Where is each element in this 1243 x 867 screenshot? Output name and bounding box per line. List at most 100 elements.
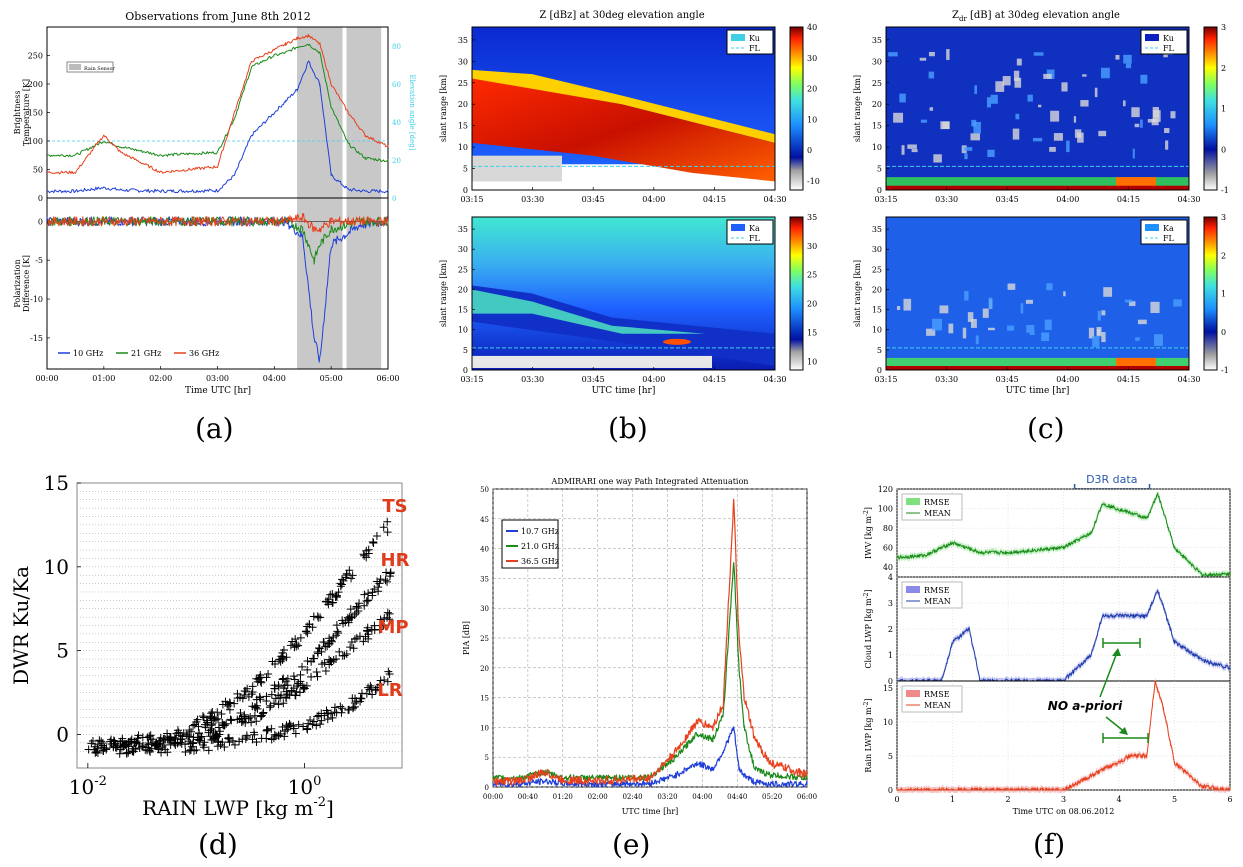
panel-a-xlabel: Time UTC [hr] bbox=[185, 386, 251, 396]
xlabel-sup: -2 bbox=[313, 795, 326, 810]
x-tick-label: 03:45 bbox=[996, 195, 1019, 204]
x-tick-label: 03:00 bbox=[206, 374, 229, 383]
zdr-cell bbox=[897, 306, 900, 310]
y-tick-label: 25 bbox=[458, 265, 468, 274]
y-tick-label: 0 bbox=[485, 784, 489, 792]
ylabel-line: Difference [K] bbox=[22, 255, 31, 312]
zdr-cell bbox=[912, 149, 918, 152]
d3r-label: D3R data bbox=[1086, 473, 1137, 486]
colorbar-label: 2 bbox=[1221, 251, 1226, 260]
ylabel-end: ] bbox=[864, 698, 873, 701]
zdr-cell bbox=[1173, 299, 1182, 306]
legend-swatch bbox=[1145, 34, 1159, 41]
y-tick-label: 25 bbox=[480, 635, 489, 643]
panel-f-ylabel: Rain LWP [kg m-2] bbox=[863, 698, 873, 772]
zdr-cell bbox=[1150, 302, 1159, 313]
y-tick-label: 10 bbox=[872, 143, 882, 152]
y-tick-label: 15 bbox=[458, 122, 468, 131]
zdr-cell bbox=[1101, 332, 1105, 342]
colorbar-label: 1 bbox=[1221, 290, 1226, 299]
panel-d-ylabel: DWR Ku/Ka bbox=[9, 566, 33, 685]
legend-rmse-label: RMSE bbox=[924, 586, 950, 595]
y-tick-label: -5 bbox=[35, 256, 43, 265]
y-tick-label: 20 bbox=[872, 285, 882, 294]
colorbar-label: 0 bbox=[1221, 145, 1226, 154]
y-tick-label: -15 bbox=[30, 334, 43, 343]
y-tick-label: 0 bbox=[888, 786, 893, 795]
x-tick-label: 00:00 bbox=[483, 793, 503, 801]
colorbar-label: 2 bbox=[1221, 64, 1226, 73]
zdr-cell bbox=[1054, 133, 1063, 141]
y-tick-label: 35 bbox=[872, 225, 882, 234]
legend-swatch bbox=[1145, 224, 1159, 231]
colorbar-label: 20 bbox=[807, 300, 817, 309]
x-tick-label: 04:40 bbox=[727, 793, 747, 801]
zdr-cell bbox=[1061, 82, 1067, 91]
x-tick-label: 03:45 bbox=[996, 375, 1019, 384]
x-tick-label: 06:00 bbox=[376, 374, 399, 383]
zdr-cell bbox=[920, 58, 926, 61]
zdr-cell bbox=[1026, 300, 1033, 304]
zdr-cell bbox=[1021, 303, 1024, 313]
colorbar bbox=[1204, 27, 1217, 190]
zdr-cell bbox=[930, 107, 934, 110]
zdr-cell bbox=[1101, 68, 1110, 79]
legend-label: 21 GHz bbox=[131, 349, 161, 358]
legend-label: 36.5 GHz bbox=[521, 557, 559, 566]
zdr-cell bbox=[963, 328, 966, 339]
radar-ylabel: slant range [km] bbox=[439, 75, 448, 142]
zdr-cell bbox=[942, 122, 949, 129]
x-tick-label: 04:00 bbox=[1056, 375, 1079, 384]
zdr-cell bbox=[1154, 334, 1163, 346]
zdr-cell bbox=[1063, 291, 1065, 296]
legend-mean-label: MEAN bbox=[924, 597, 951, 606]
zdr-cell bbox=[1043, 74, 1051, 79]
zdr-cell bbox=[1046, 283, 1052, 290]
zdr-cell bbox=[1140, 120, 1143, 128]
y-tick-label: 25 bbox=[458, 79, 468, 88]
y-tick-label: 30 bbox=[458, 57, 468, 66]
y-tick-label: 5 bbox=[877, 165, 882, 174]
legend-rmse-swatch bbox=[906, 586, 920, 593]
x-tick-label: 05:20 bbox=[762, 793, 782, 801]
right-y-tick-label: 40 bbox=[392, 119, 401, 127]
legend-label: FL bbox=[749, 44, 761, 53]
y-tick-label: 10 bbox=[44, 555, 69, 579]
colorbar-label: 25 bbox=[807, 271, 817, 280]
x-tick-label: 10-2 bbox=[69, 774, 107, 799]
caption-b: (b) bbox=[608, 412, 648, 445]
zdr-cell bbox=[1026, 325, 1034, 333]
y-tick-label: 10 bbox=[458, 143, 468, 152]
x-tick-label: 01:20 bbox=[553, 793, 573, 801]
zdr-cell bbox=[1038, 105, 1041, 108]
zdr-cell bbox=[921, 120, 927, 123]
legend-swatch bbox=[731, 224, 745, 231]
caption-e: (e) bbox=[612, 828, 650, 861]
no-apriori-label: NO a-priori bbox=[1048, 699, 1123, 713]
x-tick-label: 04:30 bbox=[1177, 195, 1200, 204]
right-y-tick-label: 0 bbox=[392, 195, 396, 203]
colorbar-label: 3 bbox=[1221, 213, 1226, 222]
colorbar bbox=[1204, 217, 1217, 370]
legend-mean-label: MEAN bbox=[924, 701, 951, 710]
legend-label: FL bbox=[1163, 234, 1175, 243]
legend-swatch bbox=[731, 34, 745, 41]
zdr-cell bbox=[1014, 71, 1019, 81]
panel-c: Zdr [dB] at 30deg elevation angle0510152… bbox=[853, 10, 1229, 396]
caption-c: (c) bbox=[1027, 412, 1065, 445]
zdr-cell bbox=[964, 147, 972, 151]
curve-label-LR: LR bbox=[377, 680, 402, 701]
zdr-cell bbox=[989, 298, 993, 309]
legend-label: Ku bbox=[749, 34, 760, 43]
y-tick-label: 15 bbox=[44, 471, 69, 495]
x-tick-label: 2 bbox=[1005, 795, 1010, 804]
x-tick-label: 04:00 bbox=[1056, 195, 1079, 204]
zdr-cell bbox=[1133, 149, 1135, 159]
zdr-cell bbox=[1074, 116, 1076, 123]
y-tick-label: 0 bbox=[877, 186, 882, 195]
title-z: Z bbox=[952, 10, 959, 21]
panel-f: D3R data406080100120IWV [kg m-2]RMSEMEAN… bbox=[863, 473, 1233, 816]
x-tick-label: 04:30 bbox=[763, 195, 786, 204]
y-tick-label: 10 bbox=[883, 718, 893, 727]
y-tick-label: 15 bbox=[458, 306, 468, 315]
